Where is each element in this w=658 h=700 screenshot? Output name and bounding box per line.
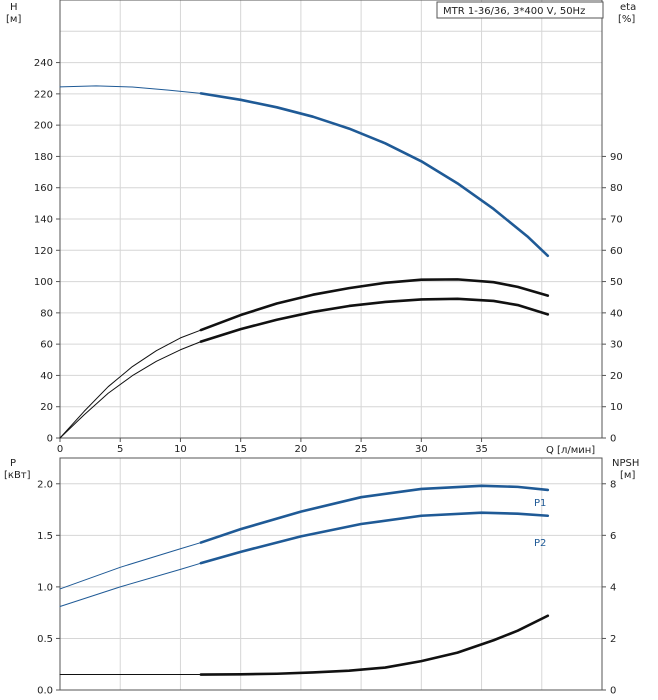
top-right-axis-title: eta [%]	[618, 2, 636, 25]
y-right-tick-label: 6	[610, 531, 616, 542]
y-left-tick-label: 1.0	[37, 582, 53, 593]
x-tick-label: 5	[117, 444, 123, 455]
y-right-tick-label: 70	[610, 215, 623, 226]
bottom-axes: 0.0 0.5 1.0 1.5 2.0 0 2 4 6 8	[37, 479, 616, 696]
y-right-tick-label: 0	[610, 434, 616, 445]
y-right-tick-label: 30	[610, 340, 623, 351]
bottom-right-axis-title: NPSH [м]	[612, 458, 639, 481]
x-tick-label: 30	[415, 444, 428, 455]
x-tick-label: 35	[475, 444, 488, 455]
eta-2-curve-extended	[59, 329, 202, 439]
x-tick-label: 15	[234, 444, 247, 455]
bottom-curves	[59, 484, 550, 676]
y-right-tick-label: 50	[610, 277, 623, 288]
y-left-label-head: H	[10, 2, 18, 13]
y-left-tick-label: 0.0	[37, 686, 53, 697]
y-left-tick-label: 180	[34, 152, 53, 163]
y-left-label-power: P	[10, 458, 16, 469]
y-right-tick-label: 10	[610, 402, 623, 413]
x-tick-label: 20	[295, 444, 308, 455]
head-0-curve-extended	[59, 85, 202, 94]
y-left-tick-label: 160	[34, 183, 53, 194]
y-left-tick-label: 220	[34, 89, 53, 100]
p2-curve-extended	[59, 562, 202, 607]
y-right-label-npsh: NPSH	[612, 458, 639, 469]
y-right-tick-label: 2	[610, 634, 616, 645]
y-right-tick-label: 40	[610, 308, 623, 319]
y-right-tick-label: 20	[610, 371, 623, 382]
y-left-tick-label: 0.5	[37, 634, 53, 645]
y-left-tick-label: 200	[34, 121, 53, 132]
p1-curve-extended	[59, 542, 202, 590]
bottom-panel: 0.0 0.5 1.0 1.5 2.0 0 2 4 6 8 P [кВт] NPSH [м] P1…	[4, 457, 639, 697]
head-0-curve-operating	[199, 92, 550, 258]
bottom-left-axis-title: P [кВт]	[4, 458, 31, 481]
top-axes: 0204060801001201401601802002202400102030…	[34, 58, 623, 455]
y-left-tick-label: 60	[40, 340, 53, 351]
model-label-box: MTR 1-36/36, 3*400 V, 50Hz	[436, 1, 604, 19]
eta-2-curve-operating	[199, 278, 550, 332]
y-left-tick-label: 0	[47, 434, 53, 445]
bottom-grid	[60, 458, 602, 690]
y-right-tick-label: 60	[610, 246, 623, 257]
model-label-frame	[436, 1, 604, 19]
bottom-plot-frame	[59, 457, 603, 691]
series-label-p1: P1	[534, 498, 546, 509]
y-left-tick-label: 40	[40, 371, 53, 382]
y-right-tick-label: 8	[610, 479, 616, 490]
y-right-tick-label: 80	[610, 183, 623, 194]
npsh-2-curve-operating	[199, 614, 550, 676]
y-left-tick-label: 140	[34, 215, 53, 226]
y-left-tick-label: 120	[34, 246, 53, 257]
p1-curve-operating	[199, 484, 550, 544]
top-left-axis-title: H [м]	[6, 2, 21, 25]
eta-1-curve-extended	[59, 341, 202, 439]
y-right-tick-label: 0	[610, 686, 616, 697]
top-grid	[60, 0, 602, 438]
y-left-tick-label: 80	[40, 308, 53, 319]
y-right-tick-label: 90	[610, 152, 623, 163]
y-left-tick-label: 2.0	[37, 479, 53, 490]
y-right-unit-eta: [%]	[618, 14, 635, 25]
series-label-p2: P2	[534, 538, 546, 549]
top-panel: 0204060801001201401601802002202400102030…	[6, 0, 636, 456]
model-label: MTR 1-36/36, 3*400 V, 50Hz	[443, 6, 585, 17]
x-tick-label: 25	[355, 444, 368, 455]
y-left-unit-head: [м]	[6, 14, 21, 25]
x-tick-label: 0	[57, 444, 63, 455]
y-right-unit-npsh: [м]	[620, 470, 635, 481]
top-curves	[59, 85, 550, 439]
y-right-label-eta: eta	[620, 2, 636, 13]
y-right-tick-label: 4	[610, 582, 616, 593]
x-tick-label: 10	[174, 444, 187, 455]
x-axis-label: Q [л/мин]	[546, 445, 595, 456]
y-left-tick-label: 240	[34, 58, 53, 69]
y-left-unit-power: [кВт]	[4, 470, 31, 481]
y-left-tick-label: 20	[40, 402, 53, 413]
y-left-tick-label: 100	[34, 277, 53, 288]
y-left-tick-label: 1.5	[37, 531, 53, 542]
p2-curve-operating	[199, 511, 550, 565]
eta-1-curve-operating	[199, 297, 550, 343]
